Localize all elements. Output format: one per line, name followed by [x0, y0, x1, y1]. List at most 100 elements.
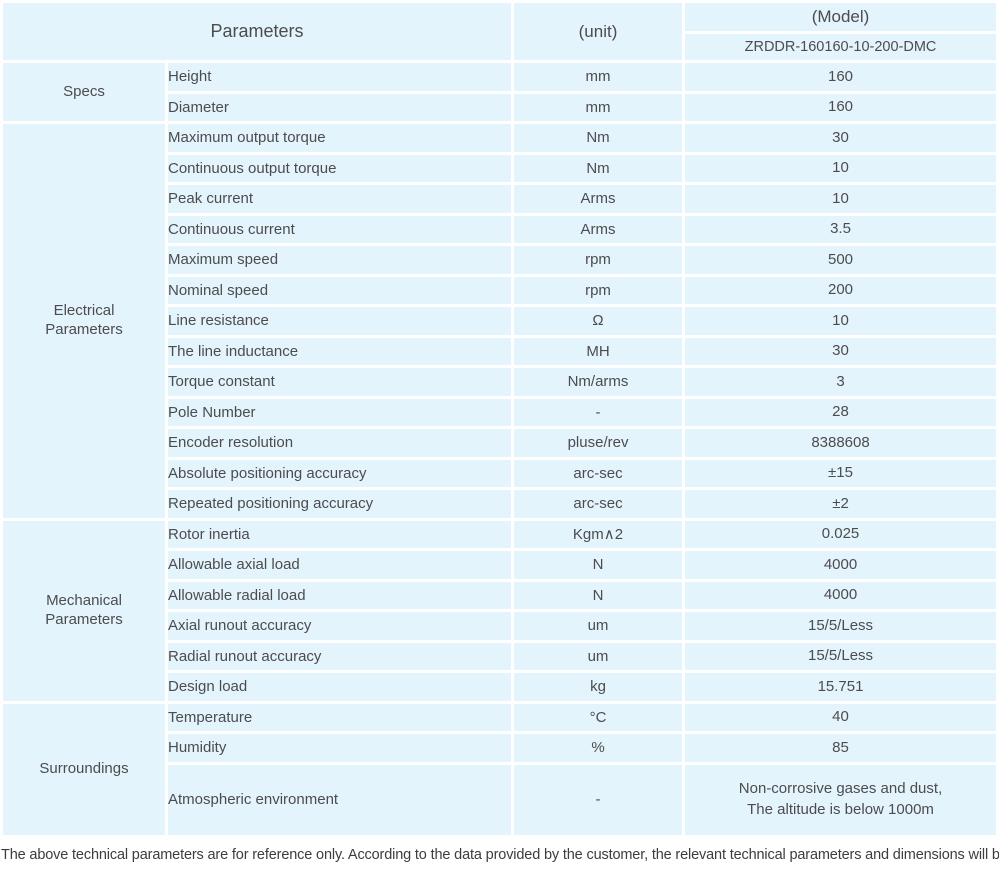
value-cell: Non-corrosive gases and dust, The altitu… [685, 764, 997, 835]
table-row: Pole Number -28 [3, 398, 997, 426]
unit-cell: kg [514, 673, 683, 701]
unit-cell: um [514, 642, 683, 670]
value-cell: 160 [685, 93, 997, 121]
param-cell: Axial runout accuracy [168, 612, 512, 640]
table-row: Atmospheric environment - Non-corrosive ga… [3, 764, 997, 835]
table-row: Design load kg 15.751 [3, 673, 997, 701]
table-row: Humidity% 85 [3, 734, 997, 762]
table-row: Peak current Arms 10 [3, 185, 997, 213]
header-row-2: ZRDDR-160160-10-200-DMC [3, 34, 997, 60]
param-cell: Absolute positioning accuracy [168, 459, 512, 487]
spec-table-header: Parameters (unit) (Model) ZRDDR-160160-1… [3, 3, 997, 60]
param-cell: Radial runout accuracy [168, 642, 512, 670]
parameters-header-cell: Parameters [3, 3, 512, 60]
value-cell: 15/5/Less [685, 612, 997, 640]
param-cell: Rotor inertia [168, 520, 512, 548]
table-row: Mechanical Parameters Rotor inertia Kgm∧2 0… [3, 520, 997, 701]
table-row: Encoder resolution pluse/rev 8388608 [3, 429, 997, 457]
value-cell: 15/5/Less [685, 642, 997, 670]
unit-cell: Ω [514, 307, 683, 335]
table-row: Continuous current Arms 3.5 [3, 215, 997, 243]
reference-note: The above technical parameters are for r… [1, 846, 999, 863]
param-cell: Maximum output torque [168, 124, 512, 152]
header-row-1: Parameters (unit) (Model) [3, 3, 997, 60]
value-cell: 15.751 [685, 673, 997, 701]
unit-cell: - [514, 764, 683, 835]
param-cell: Nominal speed [168, 276, 512, 304]
table-row: Nominal speed rpm 200 [3, 276, 997, 304]
value-cell: 160 [685, 63, 997, 91]
value-cell: ±2 [685, 490, 997, 518]
table-row: Maximum speed rpm 500 [3, 246, 997, 274]
param-cell: Continuous current [168, 215, 512, 243]
unit-cell: arc-sec [514, 459, 683, 487]
value-cell: 40 [685, 703, 997, 731]
value-cell: 30 [685, 124, 997, 152]
table-row: Continuous output torque Nm 10 [3, 154, 997, 182]
value-cell: 8388608 [685, 429, 997, 457]
model-number-cell: ZRDDR-160160-10-200-DMC [685, 34, 997, 60]
table-row: Electrical Parameters Maximum output torq… [3, 124, 997, 518]
unit-cell: Kgm∧2 [514, 520, 683, 548]
spec-table-body: Specs Height mm 160 Diameter mm 160 Electrical … [3, 63, 997, 835]
unit-cell: rpm [514, 246, 683, 274]
param-cell: Continuous output torque [168, 154, 512, 182]
section-label: Surroundings [3, 703, 165, 835]
table-row: Surroundings Temperature °C 40 [3, 703, 997, 835]
param-cell: Temperature [168, 703, 512, 731]
table-row: The line inductance MH 30 [3, 337, 997, 365]
param-cell: Allowable axial load [168, 551, 512, 579]
table-row: Allowable radial load N 4000 [3, 581, 997, 609]
table-row: Absolute positioning accuracy arc-sec ±15 [3, 459, 997, 487]
value-cell: ±15 [685, 459, 997, 487]
unit-cell: Nm [514, 124, 683, 152]
unit-cell: pluse/rev [514, 429, 683, 457]
param-cell: Repeated positioning accuracy [168, 490, 512, 518]
param-cell: Humidity [168, 734, 512, 762]
param-cell: Encoder resolution [168, 429, 512, 457]
table-row: Repeated positioning accuracy arc-sec ±2 [3, 490, 997, 518]
param-cell: The line inductance [168, 337, 512, 365]
value-cell: 4000 [685, 581, 997, 609]
unit-cell: um [514, 612, 683, 640]
table-row: Diameter mm 160 [3, 93, 997, 121]
unit-cell: mm [514, 63, 683, 91]
unit-cell: - [514, 398, 683, 426]
unit-cell: rpm [514, 276, 683, 304]
table-row: Allowable axial load N 4000 [3, 551, 997, 579]
table-row: Radial runout accuracy um 15/5/Less [3, 642, 997, 670]
unit-cell: Nm/arms [514, 368, 683, 396]
model-header-cell: (Model) [685, 3, 997, 31]
param-cell: Diameter [168, 93, 512, 121]
unit-cell: N [514, 581, 683, 609]
unit-cell: N [514, 551, 683, 579]
param-cell: Design load [168, 673, 512, 701]
unit-cell: Arms [514, 215, 683, 243]
section-label: Specs [3, 63, 165, 121]
table-row: Specs Height mm 160 [3, 63, 997, 121]
table-row: Line resistance Ω 10 [3, 307, 997, 335]
param-cell: Allowable radial load [168, 581, 512, 609]
unit-header-cell: (unit) [514, 3, 683, 60]
value-cell: 0.025 [685, 520, 997, 548]
value-cell: 10 [685, 307, 997, 335]
value-cell: 500 [685, 246, 997, 274]
value-cell: 3 [685, 368, 997, 396]
value-cell: 10 [685, 154, 997, 182]
value-cell: 3.5 [685, 215, 997, 243]
value-cell: 4000 [685, 551, 997, 579]
value-cell: 10 [685, 185, 997, 213]
unit-cell: % [514, 734, 683, 762]
unit-cell: MH [514, 337, 683, 365]
unit-cell: arc-sec [514, 490, 683, 518]
unit-cell: °C [514, 703, 683, 731]
value-cell: 30 [685, 337, 997, 365]
param-cell: Line resistance [168, 307, 512, 335]
param-cell: Atmospheric environment [168, 764, 512, 835]
spec-table: Parameters (unit) (Model) ZRDDR-160160-1… [3, 3, 997, 835]
unit-cell: Arms [514, 185, 683, 213]
param-cell: Maximum speed [168, 246, 512, 274]
value-cell: 28 [685, 398, 997, 426]
param-cell: Pole Number [168, 398, 512, 426]
